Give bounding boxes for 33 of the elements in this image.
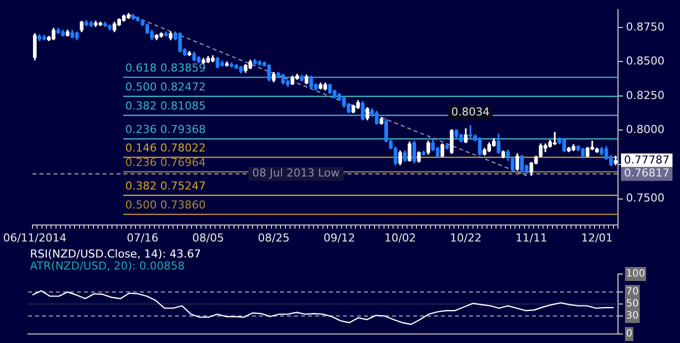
y-tick-label: 0.7500 bbox=[626, 192, 664, 205]
ref-line-label: 0.500 0.82472 bbox=[125, 80, 206, 94]
x-tick-label: 06/11/2014 bbox=[3, 231, 67, 244]
ref-line-label: 0.382 0.81085 bbox=[125, 100, 206, 113]
x-tick-label: 10/22 bbox=[450, 231, 482, 244]
x-tick-label: 12/01 bbox=[581, 231, 613, 244]
ref-line-label: 0.146 0.78022 bbox=[125, 142, 206, 155]
ref-line-label: 0.382 0.75247 bbox=[125, 180, 206, 193]
y-tick-label: 30 bbox=[626, 310, 639, 322]
x-tick-label: 08/05 bbox=[192, 231, 224, 244]
text: 0.76817 bbox=[624, 166, 670, 180]
y-tick-label: 0 bbox=[626, 328, 632, 340]
y-tick-label: 70 bbox=[626, 286, 639, 298]
annotation: 0.8034 bbox=[451, 105, 490, 118]
y-tick-label: 0.8500 bbox=[626, 54, 664, 68]
ref-line-label: 0.500 0.73860 bbox=[125, 198, 206, 212]
ref-line-label: 0.618 0.83859 bbox=[125, 62, 206, 75]
y-tick-label: 100 bbox=[626, 268, 646, 280]
x-tick-label: 07/16 bbox=[126, 231, 158, 244]
x-tick-label: 11/11 bbox=[515, 231, 548, 244]
ref-line-label: 08 Jul 2013 Low bbox=[252, 166, 340, 180]
x-tick-label: 10/02 bbox=[384, 231, 416, 244]
text: RSI(NZD/USD.Close, 14): 43.67 bbox=[30, 247, 202, 260]
y-tick-label: 0.8250 bbox=[626, 88, 664, 102]
text: 0.77787 bbox=[624, 153, 670, 166]
ref-line-label: 0.236 0.76964 bbox=[125, 156, 206, 170]
y-tick-label: 0.8000 bbox=[626, 123, 664, 136]
text: ATR(NZD/USD, 20): 0.00858 bbox=[30, 259, 185, 272]
y-tick-label: 0.8750 bbox=[626, 20, 664, 34]
y-tick-label: 50 bbox=[626, 298, 639, 310]
x-tick-label: 09/12 bbox=[323, 231, 356, 244]
x-tick-label: 08/25 bbox=[258, 231, 290, 244]
ref-line-label: 0.236 0.79368 bbox=[125, 123, 206, 136]
